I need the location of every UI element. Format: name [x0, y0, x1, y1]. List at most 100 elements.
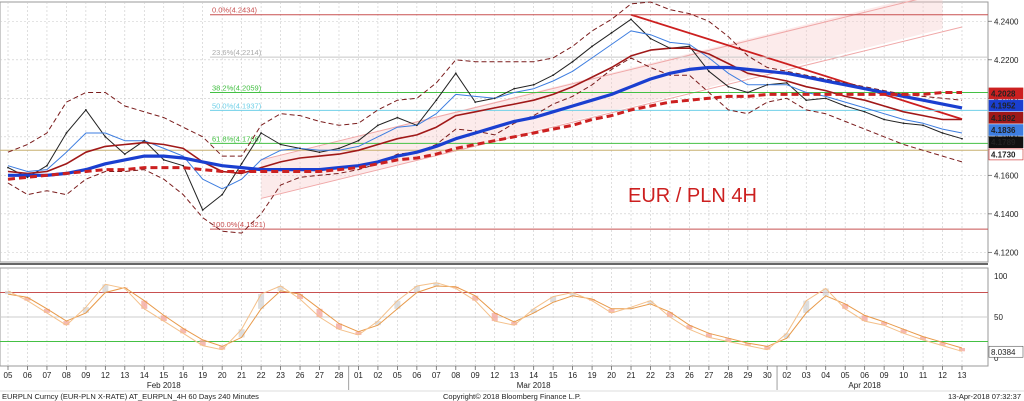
price-point — [785, 81, 788, 84]
price-point — [902, 122, 905, 125]
price-tag — [988, 148, 1024, 161]
osc-histogram-bar — [725, 338, 732, 342]
price-point — [688, 45, 691, 48]
date-tick-label: 05 — [841, 371, 850, 380]
date-tick-label: 20 — [607, 371, 616, 380]
price-point — [669, 47, 671, 50]
osc-histogram-bar — [881, 321, 888, 326]
price-point — [123, 153, 126, 156]
date-tick-label: 13 — [510, 371, 519, 380]
footer-copyright: Copyright© 2018 Bloomberg Finance L.P. — [443, 392, 581, 401]
price-point — [435, 99, 438, 102]
osc-histogram-bar — [472, 295, 479, 301]
month-label: Apr 2018 — [848, 381, 881, 390]
price-point — [961, 137, 963, 140]
osc-histogram-bar — [160, 315, 167, 322]
date-tick-label: 21 — [627, 371, 636, 380]
osc-histogram-bar — [783, 333, 790, 339]
price-point — [571, 60, 574, 63]
price-point — [493, 97, 496, 100]
osc-histogram-bar — [511, 321, 518, 326]
price-tag-label: 4.1730 — [991, 150, 1016, 159]
series-ma-red-dashed — [7, 91, 962, 181]
date-tick-label: 15 — [159, 371, 168, 380]
date-tick-label: 21 — [237, 371, 246, 380]
date-tick-label: 26 — [685, 371, 694, 380]
price-tag-label: 4.1836 — [991, 126, 1016, 135]
osc-histogram-bar — [589, 299, 596, 301]
osc-histogram-bar — [180, 328, 187, 334]
osc-histogram-bar — [491, 312, 498, 322]
date-tick-label: 09 — [880, 371, 889, 380]
osc-histogram-bar — [199, 339, 206, 346]
osc-last-tag — [988, 345, 1024, 358]
price-point — [26, 176, 29, 179]
price-tag-label: 4.1892 — [991, 114, 1016, 123]
date-tick-label: 12 — [101, 371, 110, 380]
date-tick-label: 26 — [296, 371, 305, 380]
series-band-upper — [7, 1, 963, 157]
price-point — [377, 124, 379, 127]
date-tick-label: 03 — [802, 371, 811, 380]
footer-left-text: EURPLN Curncy (EUR-PLN X-RATE) AT_EURPLN… — [2, 392, 259, 401]
date-tick-label: 02 — [782, 371, 791, 380]
osc-histogram-bar — [861, 315, 868, 322]
osc-tick-label: 100 — [994, 272, 1008, 281]
osc-histogram-bar — [82, 307, 89, 313]
fib-level-label: 50.0%(4.1937) — [212, 101, 262, 110]
osc-histogram-bar — [394, 300, 401, 309]
osc-histogram-bar — [686, 325, 693, 330]
osc-histogram-bar — [219, 346, 226, 350]
osc-histogram-bar — [374, 321, 381, 326]
price-point — [922, 124, 924, 127]
date-tick-label: 08 — [62, 371, 71, 380]
price-tag — [988, 124, 1024, 136]
price-point — [182, 164, 185, 167]
price-point — [454, 72, 457, 75]
price-tag — [988, 87, 1024, 100]
osc-histogram-bar — [433, 282, 440, 286]
osc-histogram-bar — [550, 296, 557, 303]
price-point — [46, 164, 48, 167]
price-point — [824, 97, 827, 100]
price-tag — [988, 112, 1024, 124]
date-tick-label: 01 — [354, 371, 363, 380]
osc-histogram-bar — [238, 329, 245, 338]
price-point — [357, 139, 360, 142]
date-tick-label: 30 — [763, 371, 772, 380]
date-tick-label: 14 — [529, 371, 538, 380]
price-point — [221, 193, 224, 196]
fib-level-label: 23.6%(4.2214) — [212, 48, 262, 57]
price-point — [240, 162, 243, 165]
osc-histogram-bar — [355, 331, 362, 335]
price-point — [162, 159, 165, 161]
price-point — [65, 132, 68, 134]
osc-histogram-bar — [102, 284, 109, 293]
price-point — [513, 87, 516, 90]
osc-histogram-bar — [5, 290, 11, 295]
osc-histogram-bar — [141, 300, 148, 309]
price-point — [299, 147, 301, 150]
series-price — [7, 18, 963, 211]
date-tick-label: 16 — [179, 371, 188, 380]
osc-histogram-bar — [316, 308, 323, 317]
date-tick-label: 29 — [743, 371, 752, 380]
osc-tick-label: 50 — [994, 313, 1003, 322]
price-point — [532, 83, 535, 86]
date-tick-label: 22 — [646, 371, 655, 380]
fib-level-label: 38.2%(4.2059) — [212, 84, 262, 93]
price-point — [260, 132, 263, 134]
price-point — [766, 83, 769, 86]
chart-watermark: EUR / PLN 4H — [628, 185, 757, 207]
price-point — [805, 99, 808, 102]
price-point — [396, 116, 399, 119]
channel-lower-line — [260, 26, 963, 199]
price-tick-label: 4.1600 — [994, 171, 1019, 180]
osc-histogram-bar — [647, 300, 654, 304]
price-tick-label: 4.2400 — [994, 17, 1019, 26]
date-tick-label: 28 — [335, 371, 344, 380]
price-point — [844, 105, 847, 107]
osc-signal-line — [7, 285, 963, 349]
price-point — [279, 143, 282, 146]
